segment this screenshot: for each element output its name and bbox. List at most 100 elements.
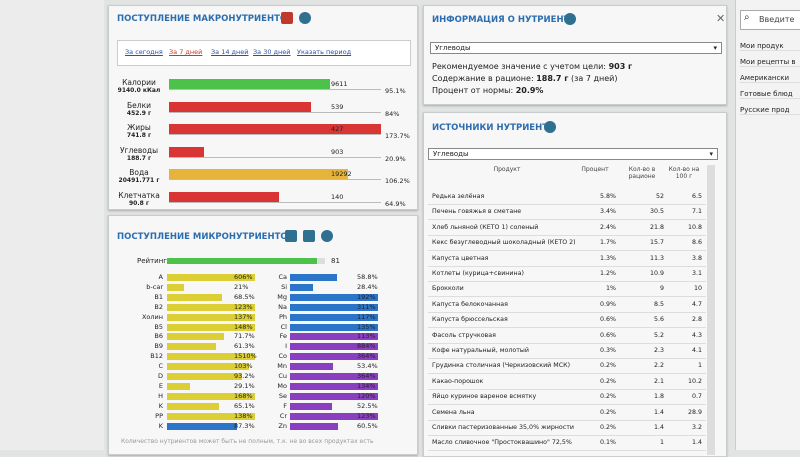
period-link[interactable]: За 30 дней <box>253 48 291 56</box>
bar-track <box>167 382 255 390</box>
bar <box>290 363 333 371</box>
table-cell: Котлеты (курица+свинина) <box>432 270 524 277</box>
help-icon[interactable] <box>321 230 333 242</box>
micro-percent: 68.5% <box>234 292 255 301</box>
row-divider <box>428 204 706 205</box>
grid-icon[interactable] <box>285 230 297 242</box>
bar <box>290 422 339 430</box>
nutrient-select[interactable]: Углеводы ▾ <box>428 148 718 160</box>
row-divider <box>428 342 706 344</box>
micro-name: C <box>158 362 163 371</box>
bar <box>167 382 191 390</box>
micro-name: K <box>158 421 163 430</box>
percent-value: 106.2% <box>385 177 410 185</box>
table-cell: 0.1% <box>600 439 616 447</box>
micro-name: PP <box>155 411 163 420</box>
table-cell: Кофе натуральный, молотый <box>432 347 529 354</box>
panel-title: Источники нутриента <box>432 123 555 133</box>
help-icon[interactable] <box>299 12 311 24</box>
table-cell: 3.1 <box>691 270 702 277</box>
scrollbar[interactable] <box>707 165 715 455</box>
sidebar-link[interactable]: Мои рецепты в <box>740 58 800 67</box>
period-link[interactable]: Указать период <box>297 48 352 56</box>
calendar-icon[interactable] <box>303 230 315 242</box>
bar-track <box>167 323 255 331</box>
bar <box>169 191 279 202</box>
table-cell: Редька зелёная <box>432 193 485 200</box>
micro-name: H <box>158 391 163 400</box>
table-cell: Яйцо куриное вареное всмятку <box>432 393 537 401</box>
rating-track <box>167 258 325 264</box>
micro-name: D <box>157 372 163 380</box>
search-box[interactable]: Введите <box>740 10 800 30</box>
rating-label: Рейтинг <box>137 257 167 265</box>
table-cell: 0.2% <box>600 424 616 431</box>
sidebar-link[interactable]: Русские прод <box>740 106 800 115</box>
sidebar-link[interactable]: Готовые блюд <box>740 90 800 99</box>
search-icon[interactable]: ⌕ <box>744 12 750 23</box>
bar-track <box>167 343 255 351</box>
bar-track <box>290 373 378 380</box>
table-cell: 0.9% <box>600 300 616 308</box>
table-cell: 10 <box>693 285 702 293</box>
calendar-icon[interactable] <box>281 12 293 24</box>
info-line: Процент от нормы: 20.9% <box>432 86 543 95</box>
bar-track <box>290 363 378 371</box>
table-cell: 2.2 <box>653 362 664 370</box>
micro-name: Co <box>278 352 287 361</box>
micro-panel: Поступление микронутриентов Рейтинг 81 К… <box>108 215 418 455</box>
column-header: Кол-во в рационе <box>628 166 656 180</box>
bar-track <box>290 313 378 321</box>
bar <box>290 283 313 291</box>
bar-track <box>167 412 255 420</box>
percent-value: 84% <box>385 109 400 118</box>
period-link[interactable]: За 7 дней <box>169 48 203 56</box>
panel-title: Информация о нутриенте <box>432 15 576 25</box>
close-icon[interactable]: ✕ <box>716 12 726 25</box>
value: 188.7 г <box>536 74 569 83</box>
value: 903 г <box>608 62 633 71</box>
table-cell: 9 <box>659 285 664 293</box>
info-line: Содержание в рационе: 188.7 г (за 7 дней… <box>432 74 617 83</box>
row-divider <box>428 311 706 313</box>
micro-percent: 123% <box>234 302 253 311</box>
table-cell: 8.6 <box>691 239 702 247</box>
table-cell: 0.2% <box>600 408 616 416</box>
bar-track <box>169 79 381 90</box>
row-divider <box>428 265 706 267</box>
period-link[interactable]: За 14 дней <box>211 48 249 56</box>
help-icon[interactable] <box>564 13 576 25</box>
nutrient-select[interactable]: Углеводы ▾ <box>430 42 722 54</box>
help-icon[interactable] <box>544 121 556 133</box>
bar-track <box>290 422 378 430</box>
bar-track <box>167 313 255 321</box>
row-divider <box>428 358 706 359</box>
info-line: Рекомендуемое значение с учетом цели: 90… <box>432 62 632 71</box>
column-header: Процент <box>581 166 609 173</box>
bar-track <box>169 101 381 113</box>
period-link[interactable]: За сегодня <box>125 48 163 56</box>
bar-track <box>169 146 381 158</box>
table-cell: 0.6% <box>600 331 616 339</box>
micro-percent: 21% <box>234 282 249 291</box>
sidebar-link[interactable]: Мои продук <box>740 42 800 51</box>
bar-track <box>290 392 378 400</box>
table-cell: 11.3 <box>649 254 664 262</box>
table-cell: Брокколи <box>432 285 464 293</box>
micro-percent: 28.4% <box>357 282 378 291</box>
label: Рекомендуемое значение с учетом цели: <box>432 62 607 71</box>
bar-track <box>290 353 378 361</box>
table-cell: 0.6% <box>600 316 616 324</box>
percent-value: 95.1% <box>385 87 406 95</box>
table-cell: 15.7 <box>649 239 664 247</box>
micro-percent: 364% <box>357 372 376 380</box>
bar-track <box>167 274 255 281</box>
table-cell: 1% <box>606 285 616 293</box>
bar-track <box>167 402 255 410</box>
macro-panel: Поступление макронутриентов За сегодня За… <box>108 5 418 210</box>
micro-percent: 120% <box>357 391 376 400</box>
target-value: 903 <box>331 147 344 156</box>
info-panel: Информация о нутриенте ✕ Углеводы ▾ Реком… <box>423 5 727 105</box>
micro-name: B5 <box>154 322 163 331</box>
sidebar-link[interactable]: Американски <box>740 74 800 83</box>
